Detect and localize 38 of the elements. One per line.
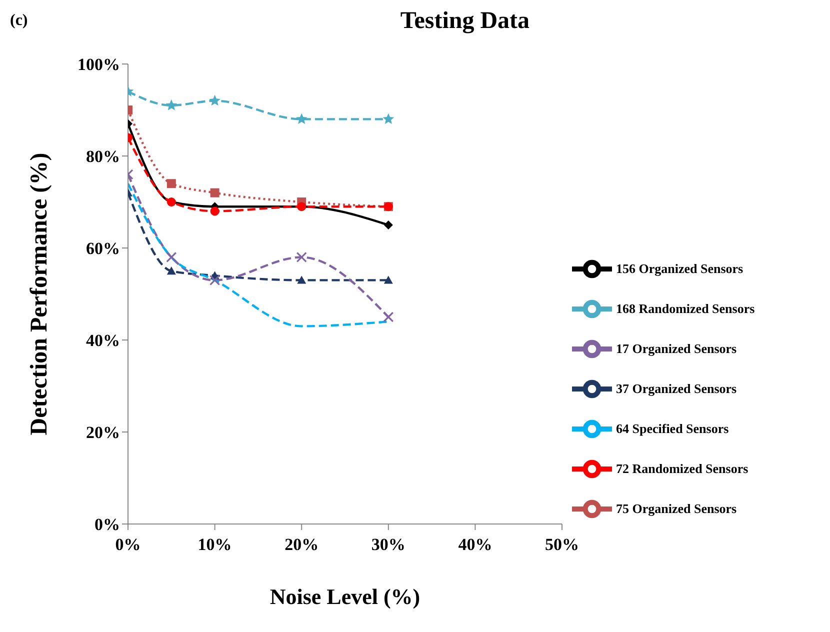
- legend-label: 168 Randomized Sensors: [616, 300, 755, 316]
- point: [297, 276, 306, 284]
- x-tick-label: 20%: [284, 535, 319, 554]
- legend-label: 75 Organized Sensors: [616, 500, 737, 516]
- y-axis-title: Detection Performance (%): [26, 152, 53, 436]
- x-tick-label: 30%: [371, 535, 406, 554]
- point: [210, 274, 220, 286]
- legend-label: 72 Randomized Sensors: [616, 460, 748, 476]
- point: [384, 220, 393, 230]
- point: [166, 252, 177, 262]
- point: [166, 99, 178, 110]
- y-tick-label: 60%: [86, 239, 120, 258]
- y-tick-label: 20%: [86, 423, 120, 442]
- point: [382, 113, 394, 124]
- chart-title: Testing Data: [400, 8, 530, 34]
- x-tick-label: 50%: [545, 535, 579, 554]
- point: [296, 252, 307, 262]
- x-tick-label: 10%: [198, 535, 232, 554]
- point: [210, 188, 220, 198]
- point: [296, 113, 308, 124]
- y-tick-label: 100%: [78, 55, 120, 74]
- point: [383, 312, 394, 322]
- point: [209, 94, 221, 106]
- legend-label: 64 Specified Sensors: [616, 420, 729, 436]
- legend-label: 156 Organized Sensors: [616, 260, 744, 276]
- point: [166, 266, 176, 275]
- text: (c): [10, 12, 28, 30]
- legend-label: 37 Organized Sensors: [616, 380, 737, 396]
- y-tick-label: 40%: [86, 331, 120, 350]
- x-tick-label: 40%: [458, 535, 492, 554]
- point: [166, 179, 176, 188]
- x-tick-label: 0%: [115, 535, 141, 554]
- y-tick-label: 80%: [86, 147, 120, 166]
- point: [210, 206, 220, 216]
- x-axis-title: Noise Level (%): [270, 584, 420, 609]
- point: [384, 276, 393, 284]
- y-tick-label: 0%: [94, 515, 120, 534]
- legend-label: 17 Organized Sensors: [616, 340, 737, 356]
